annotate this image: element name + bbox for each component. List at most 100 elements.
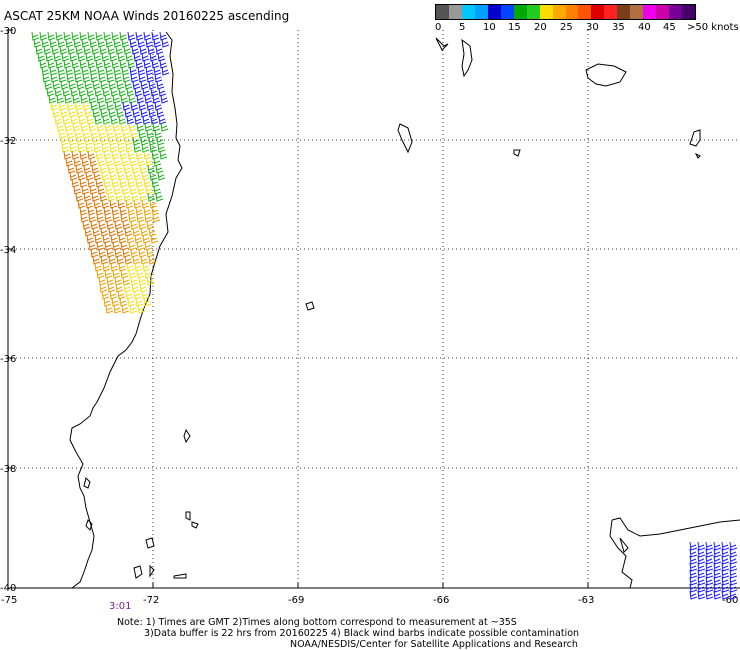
wind-barb (136, 213, 145, 223)
wind-barb (35, 45, 44, 55)
wind-barb (54, 87, 63, 97)
wind-barb (62, 115, 71, 125)
coastline-chile (69, 31, 199, 589)
wind-barb (139, 283, 148, 293)
wind-barb (124, 136, 133, 146)
wind-barb (69, 143, 78, 153)
wind-barb (113, 66, 122, 76)
wind-barb (114, 220, 123, 230)
lat-label-30: -30 (0, 26, 16, 37)
wind-barb (107, 164, 116, 174)
wind-barb (154, 129, 163, 139)
wind-barb (149, 143, 158, 153)
wind-barb (119, 59, 128, 69)
wind-barb (143, 59, 152, 69)
wind-barb (161, 38, 170, 48)
wind-barb (110, 87, 119, 97)
wind-barb (136, 94, 145, 104)
wind-barb (115, 283, 124, 293)
wind-barb (102, 115, 111, 125)
wind-barb (95, 206, 104, 216)
wind-barb (689, 555, 698, 565)
wind-barb (79, 31, 88, 41)
wind-barb (689, 583, 698, 593)
wind-barb (95, 150, 104, 160)
wind-barb (146, 101, 155, 111)
wind-barb (142, 262, 151, 272)
wind-barb (121, 304, 130, 314)
wind-barb (107, 45, 116, 55)
note-line-1: Note: 1) Times are GMT 2)Times along bot… (117, 617, 517, 628)
wind-barb (133, 52, 142, 62)
wind-barb (144, 94, 153, 104)
wind-barb (47, 59, 56, 69)
wind-barb (153, 185, 162, 195)
wind-barb (106, 129, 115, 139)
lon-label-66: -66 (433, 595, 449, 606)
wind-barb (135, 178, 144, 188)
wind-barb (87, 31, 96, 41)
lon-label-69: -69 (288, 595, 304, 606)
wind-barb (90, 220, 99, 230)
wind-barb (130, 101, 139, 111)
wind-barb (119, 150, 128, 160)
wind-barb (127, 31, 136, 41)
wind-barb (147, 45, 156, 55)
wind-barb (37, 52, 46, 62)
wind-barb (133, 171, 142, 181)
lat-label-38: -38 (0, 464, 16, 475)
wind-barb (101, 171, 110, 181)
wind-barb (100, 80, 109, 90)
wind-barb (721, 590, 730, 600)
wind-barb (119, 206, 128, 216)
wind-barb (92, 255, 101, 265)
wind-barb (134, 87, 143, 97)
wind-barb (81, 185, 90, 195)
legend-swatch-4 (487, 5, 501, 19)
wind-barb (157, 52, 166, 62)
wind-barb (113, 157, 122, 167)
wind-barb (31, 31, 40, 41)
wind-barb (85, 171, 94, 181)
wind-barb (143, 297, 152, 307)
wind-barb (117, 290, 126, 300)
wind-barb (98, 129, 107, 139)
wind-barb (105, 304, 114, 314)
wind-barb (141, 143, 150, 153)
wind-barb (729, 541, 738, 551)
wind-barb (103, 150, 112, 160)
wind-barb (73, 38, 82, 48)
wind-barb (729, 569, 738, 579)
wind-barb (111, 150, 120, 160)
wind-barb (66, 129, 75, 139)
wind-barb (135, 206, 144, 216)
wind-barb (136, 269, 145, 279)
legend-swatch-0 (436, 5, 449, 19)
wind-barb (55, 31, 64, 41)
wind-barb (115, 45, 124, 55)
wind-barb (713, 583, 722, 593)
wind-barb (105, 185, 114, 195)
wind-barb (85, 52, 94, 62)
wind-barb (105, 66, 114, 76)
wind-barb (118, 87, 127, 97)
wind-barb (151, 59, 160, 69)
wind-barb (99, 192, 108, 202)
wind-barb (71, 31, 80, 41)
wind-barb (103, 59, 112, 69)
wind-barb (128, 94, 137, 104)
wind-barb (147, 192, 156, 202)
wind-barb (135, 31, 144, 41)
wind-barb (64, 122, 73, 132)
wind-speed-legend: 0 5 10 15 20 25 30 35 40 45 >50 knots (435, 4, 740, 36)
wind-barb (43, 45, 52, 55)
wind-barb (56, 94, 65, 104)
axis-ticks (8, 29, 589, 588)
wind-barb (721, 562, 730, 572)
wind-barb (90, 73, 99, 83)
wind-barb (114, 73, 123, 83)
wind-barb (50, 101, 59, 111)
wind-barb (120, 94, 129, 104)
wind-barb (84, 108, 93, 118)
wind-barb (76, 136, 85, 146)
